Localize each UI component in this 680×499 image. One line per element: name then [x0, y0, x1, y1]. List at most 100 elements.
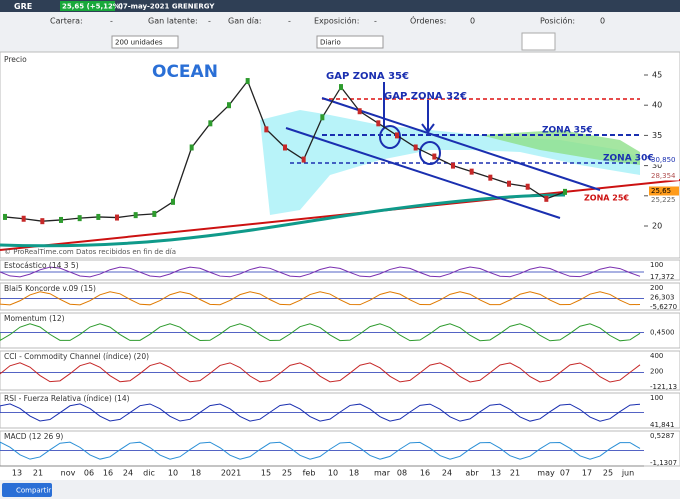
indicator-line: [0, 403, 641, 422]
x-tick-label: abr: [465, 469, 479, 478]
price-marker-label: 25,65: [651, 187, 671, 195]
candle: [544, 195, 549, 202]
indicator-panel: [0, 430, 680, 467]
x-tick-label: 2021: [221, 469, 241, 478]
candle: [563, 188, 567, 195]
price-marker-label: 25,225: [651, 196, 676, 204]
price-marker-label: 28,354: [651, 172, 676, 180]
ichimoku-cloud-green: [480, 130, 640, 165]
candle: [357, 108, 362, 115]
title-date: 07-may-2021 GRENERGY: [118, 3, 215, 11]
field-value: -: [374, 17, 377, 26]
indicator-title: Blai5 Koncorde v.09 (15): [4, 284, 96, 293]
period-select[interactable]: [316, 35, 384, 49]
title-bar: [0, 0, 680, 12]
symbol: GRE: [14, 2, 32, 11]
x-tick-label: 25: [282, 469, 292, 478]
share-label: Compartir: [16, 487, 51, 495]
annotation: OCEAN: [152, 62, 218, 82]
x-tick-label: mar: [374, 469, 391, 478]
x-tick-label: 16: [420, 469, 430, 478]
field-value: -: [110, 17, 113, 26]
indicator-title: Estocástico (14 3 5): [4, 261, 79, 270]
indicator-line: [0, 362, 641, 383]
y-tick-label: 40: [652, 101, 662, 110]
candle: [395, 132, 399, 139]
candle: [488, 174, 493, 181]
x-tick-label: 24: [442, 469, 452, 478]
field-label: Gan latente:: [148, 17, 198, 26]
x-tick-label: 24: [123, 469, 133, 478]
credit: © ProRealTime.com Datos recibidos en fin…: [4, 248, 176, 256]
x-tick-label: 10: [328, 469, 338, 478]
candle: [451, 162, 455, 169]
indicator-label: 41,841: [650, 421, 675, 429]
candle: [208, 120, 213, 127]
indicator-label: 26,303: [650, 294, 675, 302]
units-select[interactable]: [111, 35, 179, 49]
indicator-line: [0, 266, 641, 278]
share-button[interactable]: [2, 483, 52, 497]
candle: [133, 212, 138, 219]
indicator-label: 100: [650, 394, 663, 402]
chart-type-button[interactable]: [521, 32, 556, 51]
candle: [77, 215, 82, 222]
indicator-title: Momentum (12): [4, 314, 65, 323]
candle: [320, 114, 325, 121]
candle: [525, 183, 530, 190]
x-tick-label: dic: [143, 469, 155, 478]
indicator-panel: [0, 350, 680, 391]
period: Diario: [320, 39, 341, 47]
x-tick-label: 15: [261, 469, 271, 478]
indicator-label: 0,5287: [650, 432, 675, 440]
candle: [469, 168, 474, 175]
ichimoku-cloud: [260, 110, 640, 215]
x-tick-label: 21: [510, 469, 520, 478]
indicator-panel: [0, 282, 680, 311]
indicator-label: 200: [650, 368, 663, 376]
candle: [339, 84, 343, 91]
price-marker: [649, 171, 679, 181]
candle: [189, 144, 194, 151]
field-label: Exposición:: [314, 16, 359, 26]
x-tick-label: 06: [84, 469, 94, 478]
x-tick-label: 10: [168, 469, 178, 478]
indicator-label: 17,372: [650, 273, 675, 281]
x-tick-label: 08: [397, 469, 407, 478]
x-tick-label: 07: [560, 469, 570, 478]
candle: [152, 210, 157, 217]
x-tick-label: 25: [603, 469, 613, 478]
candle: [432, 153, 437, 160]
channel-line: [321, 97, 601, 191]
indicator-line: [0, 323, 641, 342]
field-label: Cartera:: [50, 17, 83, 26]
candle: [3, 213, 7, 220]
indicator-title: CCI - Commodity Channel (índice) (20): [4, 352, 149, 361]
candle: [227, 102, 231, 109]
indicator-label: -1,1307: [650, 459, 677, 467]
price-marker-label: 30,850: [651, 156, 676, 164]
x-tick-label: 13: [12, 469, 22, 478]
x-tick-label: nov: [61, 469, 76, 478]
price-change: 25,65 (+5,12%): [62, 3, 123, 11]
field-value: -: [288, 17, 291, 26]
x-tick-label: jun: [621, 469, 634, 478]
x-tick-label: 18: [191, 469, 201, 478]
units: 200 unidades: [115, 39, 163, 47]
footer: [0, 480, 680, 499]
indicator-label: 0,4500: [650, 329, 675, 337]
candle: [59, 216, 63, 223]
candle: [507, 180, 511, 187]
highlight-circle: [419, 141, 441, 165]
indicator-line: [0, 441, 641, 460]
candle: [413, 144, 418, 151]
indicator-label: -5,6270: [650, 303, 677, 311]
candle: [21, 215, 26, 222]
candle: [283, 144, 287, 151]
annotation: GAP ZONA 35€: [326, 71, 409, 82]
moving-average: [0, 193, 566, 248]
arrow: [421, 100, 435, 134]
annotation: ZONA 35€: [542, 126, 593, 136]
